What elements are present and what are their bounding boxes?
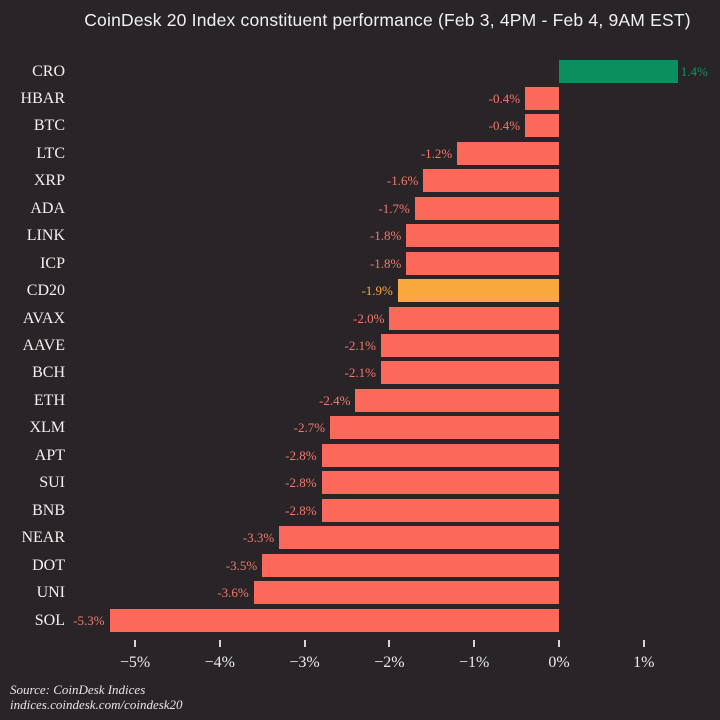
bar-cro bbox=[559, 59, 678, 83]
bar-apt bbox=[321, 443, 559, 467]
value-label-near: -3.3% bbox=[242, 530, 275, 546]
x-tick-mark bbox=[134, 640, 136, 647]
ticker-label-uni: UNI bbox=[36, 584, 65, 602]
bar-bnb bbox=[321, 498, 559, 522]
source-url: indices.coindesk.com/coindesk20 bbox=[10, 696, 183, 712]
ticker-label-sui: SUI bbox=[39, 474, 65, 492]
ticker-label-cro: CRO bbox=[32, 62, 65, 80]
value-label-btc: -0.4% bbox=[488, 118, 521, 134]
value-label-avax: -2.0% bbox=[352, 310, 385, 326]
x-tick-label: 0% bbox=[548, 654, 570, 671]
ticker-label-ada: ADA bbox=[30, 199, 65, 217]
x-tick-label: −5% bbox=[119, 654, 151, 671]
x-tick-label: −2% bbox=[374, 654, 405, 671]
ticker-label-link: LINK bbox=[26, 227, 65, 245]
bar-uni bbox=[253, 581, 559, 605]
value-label-aave: -2.1% bbox=[344, 338, 376, 353]
bar-near bbox=[279, 526, 559, 550]
ticker-label-xlm: XLM bbox=[29, 419, 65, 437]
x-tick-label: −1% bbox=[459, 654, 490, 671]
ticker-label-aave: AAVE bbox=[22, 337, 65, 354]
ticker-label-icp: ICP bbox=[40, 254, 65, 272]
value-label-icp: -1.8% bbox=[369, 255, 402, 271]
x-tick-label: −4% bbox=[204, 654, 235, 671]
bar-aave bbox=[380, 334, 559, 357]
chart-footer: Source: CoinDesk Indices indices.coindes… bbox=[10, 682, 183, 712]
ticker-label-eth: ETH bbox=[33, 391, 65, 409]
bar-dot bbox=[262, 553, 559, 577]
value-label-cd20: -1.9% bbox=[361, 283, 393, 299]
chart-title: CoinDesk 20 Index constituent performanc… bbox=[84, 10, 691, 30]
bar-ada bbox=[414, 196, 559, 220]
value-label-bnb: -2.8% bbox=[285, 502, 317, 518]
value-label-sol: -5.3% bbox=[73, 612, 105, 628]
ticker-label-cd20: CD20 bbox=[26, 282, 65, 300]
value-label-hbar: -0.4% bbox=[488, 90, 521, 106]
ticker-label-avax: AVAX bbox=[22, 309, 65, 327]
bar-sui bbox=[321, 471, 559, 495]
bar-ltc bbox=[457, 141, 559, 165]
ticker-label-sol: SOL bbox=[34, 611, 65, 629]
ticker-label-hbar: HBAR bbox=[20, 89, 65, 107]
bar-sol bbox=[109, 608, 559, 632]
value-label-eth: -2.4% bbox=[319, 392, 351, 408]
bar-btc bbox=[525, 114, 559, 138]
x-tick-mark bbox=[218, 640, 221, 647]
x-tick-mark bbox=[303, 640, 306, 647]
bar-cd20 bbox=[397, 279, 559, 303]
bar-eth bbox=[355, 388, 559, 412]
ticker-label-apt: APT bbox=[34, 446, 65, 464]
value-label-bch: -2.1% bbox=[344, 365, 376, 381]
x-tick-label: −3% bbox=[289, 654, 320, 671]
x-tick-mark bbox=[388, 640, 391, 647]
bar-xrp bbox=[423, 169, 559, 193]
x-tick-label: 1% bbox=[633, 654, 655, 671]
x-tick-mark bbox=[558, 640, 560, 647]
value-label-uni: -3.6% bbox=[217, 585, 249, 601]
value-label-xlm: -2.7% bbox=[293, 420, 326, 436]
value-label-cro: 1.4% bbox=[680, 63, 708, 79]
value-label-ada: -1.7% bbox=[378, 200, 410, 216]
value-label-link: -1.8% bbox=[369, 228, 402, 244]
bar-icp bbox=[406, 251, 559, 275]
source-text: Source: CoinDesk Indices bbox=[10, 682, 146, 697]
ticker-label-near: NEAR bbox=[21, 529, 65, 547]
value-label-dot: -3.5% bbox=[225, 557, 258, 573]
bar-avax bbox=[389, 306, 559, 330]
bar-bch bbox=[380, 361, 559, 385]
x-tick-mark bbox=[473, 640, 476, 647]
ticker-label-dot: DOT bbox=[32, 556, 65, 574]
x-tick-mark bbox=[642, 640, 645, 647]
value-label-apt: -2.8% bbox=[285, 447, 317, 463]
value-label-ltc: -1.2% bbox=[420, 145, 453, 161]
ticker-label-btc: BTC bbox=[33, 117, 65, 135]
bar-xlm bbox=[330, 416, 559, 440]
ticker-label-bch: BCH bbox=[32, 364, 65, 382]
ticker-label-xrp: XRP bbox=[33, 172, 65, 190]
ticker-label-bnb: BNB bbox=[32, 501, 65, 519]
bar-hbar bbox=[525, 86, 559, 110]
value-label-xrp: -1.6% bbox=[386, 173, 419, 189]
bar-link bbox=[406, 224, 559, 248]
ticker-label-ltc: LTC bbox=[36, 144, 65, 162]
value-label-sui: -2.8% bbox=[285, 475, 317, 491]
